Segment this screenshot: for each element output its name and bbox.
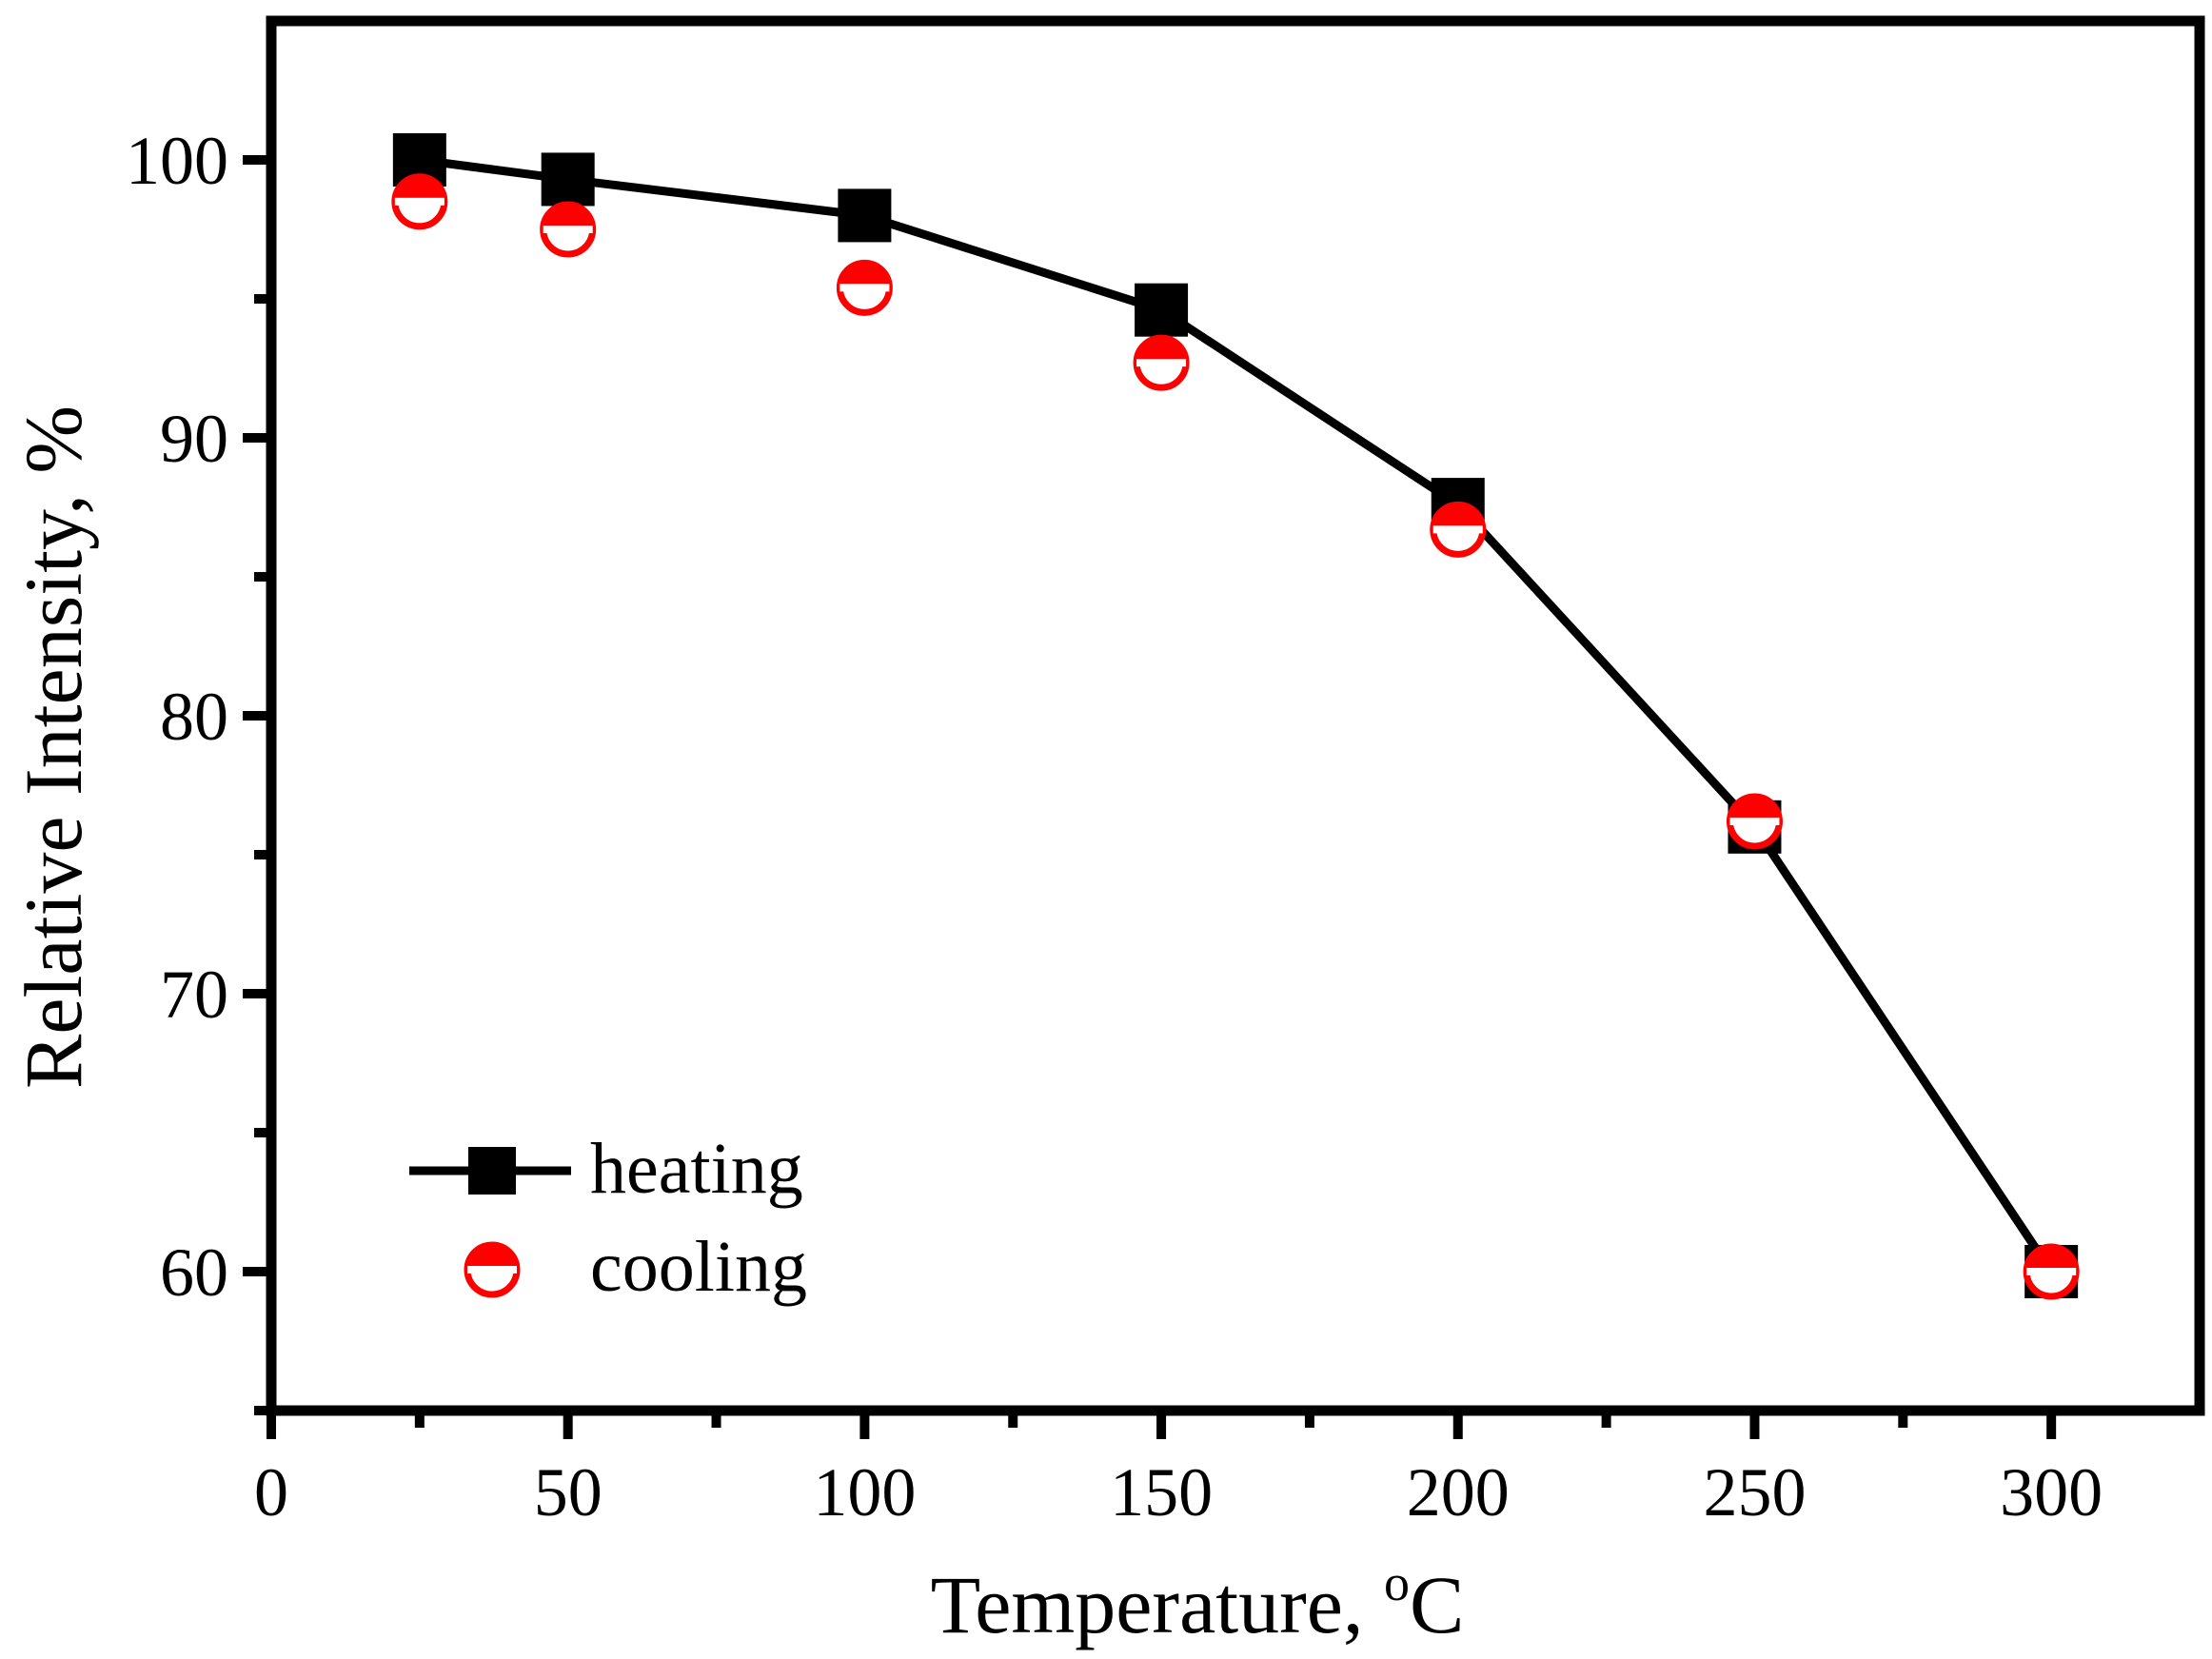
y-tick-label: 70 <box>160 957 228 1033</box>
cooling-point <box>391 173 448 230</box>
legend-cooling-symbol-divider <box>467 1266 517 1274</box>
y-tick-label: 80 <box>160 679 228 755</box>
heating-series-line <box>419 155 2055 1274</box>
cooling-point-top-half <box>1432 504 1483 530</box>
x-axis-title-unit: C <box>1410 1559 1464 1650</box>
x-tick-label: 250 <box>1703 1454 1806 1531</box>
cooling-point-divider <box>394 197 444 206</box>
legend-cooling-label: cooling <box>590 1227 807 1307</box>
heating-point <box>838 188 892 243</box>
legend-cooling-symbol <box>464 1241 521 1298</box>
x-axis-title-superscript: o <box>1384 1554 1410 1611</box>
y-axis-title: Relative Intensity, % <box>8 405 99 1089</box>
cooling-point-top-half <box>1729 796 1780 821</box>
axis-ticks <box>243 155 2057 1439</box>
legend: heating cooling <box>409 1129 807 1307</box>
axis-tick-labels: 0 50 100 150 200 250 300 60 70 80 90 100 <box>126 123 2103 1531</box>
x-axis-title-text: Temperature, <box>931 1559 1384 1650</box>
y-tick-label: 100 <box>126 123 228 199</box>
legend-heating-label: heating <box>590 1129 803 1209</box>
series-layer <box>391 133 2080 1300</box>
cooling-point-top-half <box>2026 1247 2077 1272</box>
legend-cooling-marker <box>464 1241 521 1298</box>
y-tick-label: 60 <box>160 1234 228 1311</box>
cooling-point-divider <box>839 284 890 292</box>
legend-cooling-symbol-top-half <box>467 1245 517 1270</box>
heating-point <box>541 152 595 207</box>
cooling-point <box>1726 793 1783 850</box>
heating-point <box>1135 283 1189 337</box>
cooling-point-divider <box>1729 817 1780 825</box>
cooling-point-top-half <box>394 176 444 202</box>
cooling-point-divider <box>2026 1268 2077 1275</box>
x-tick-label: 300 <box>2000 1454 2103 1531</box>
cooling-point-divider <box>1136 359 1187 367</box>
x-axis-title: Temperature, oC <box>931 1554 1465 1650</box>
x-tick-label: 50 <box>534 1454 602 1531</box>
cooling-point <box>2023 1243 2080 1300</box>
cooling-point-top-half <box>543 205 593 229</box>
cooling-point-top-half <box>839 263 890 288</box>
cooling-point <box>1133 334 1190 391</box>
cooling-point-top-half <box>1136 338 1187 364</box>
cooling-point <box>836 259 893 316</box>
cooling-point <box>1430 501 1487 558</box>
cooling-point <box>540 201 597 258</box>
x-tick-label: 150 <box>1110 1454 1213 1531</box>
y-tick-label: 90 <box>160 401 228 477</box>
cooling-point-divider <box>543 226 593 233</box>
cooling-point-divider <box>1432 525 1483 534</box>
x-tick-label: 0 <box>254 1454 288 1531</box>
x-tick-label: 100 <box>813 1454 916 1531</box>
legend-heating-marker <box>468 1147 516 1195</box>
x-tick-label: 200 <box>1407 1454 1510 1531</box>
